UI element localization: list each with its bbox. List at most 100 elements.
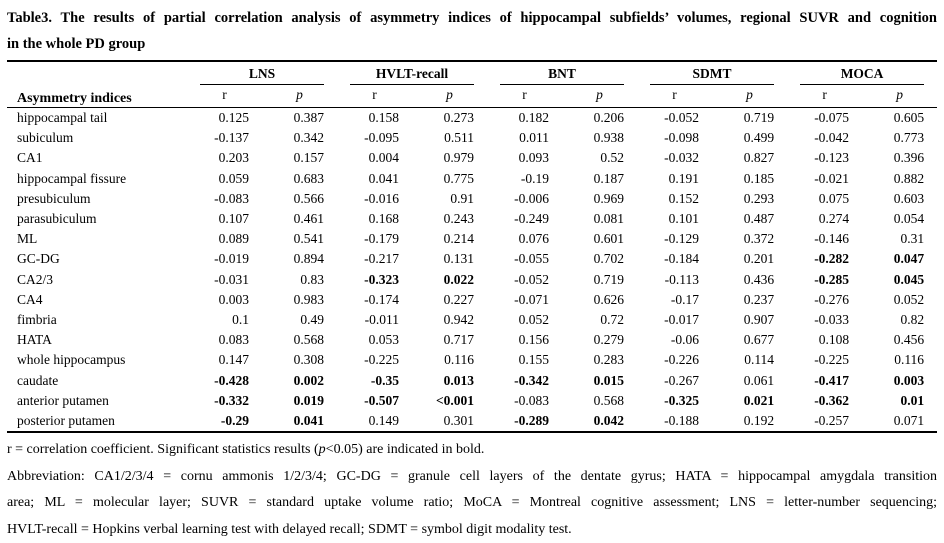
row-label: CA4	[17, 291, 43, 307]
table-row: hippocampal tail 0.125 0.387 0.158 0.273 0.18…	[7, 108, 937, 129]
cell-value: -0.095	[364, 130, 400, 146]
cell-value: -0.276	[814, 291, 850, 307]
cell-value: -0.179	[364, 231, 400, 247]
row-label: HATA	[17, 332, 52, 348]
cell-value: -0.323	[364, 271, 400, 287]
cell-value: -0.083	[214, 190, 249, 206]
column-header-asymmetry-indices: Asymmetry indices	[7, 61, 187, 108]
cell-value: 0.677	[743, 332, 775, 348]
row-label: subiculum	[17, 130, 74, 146]
cell-value: -0.507	[364, 392, 400, 408]
cell-value: -0.06	[670, 332, 700, 348]
cell-value: -0.249	[514, 211, 550, 227]
cell-value: 0.089	[218, 231, 249, 247]
cell-value: 0.237	[743, 291, 775, 307]
group-header-lns: LNS	[187, 61, 337, 85]
row-label: CA2/3	[17, 271, 54, 287]
cell-value: 0.83	[300, 271, 325, 287]
cell-value: 0.191	[668, 170, 700, 186]
cell-value: -0.146	[814, 231, 850, 247]
table-row: GC-DG -0.019 0.894 -0.217 0.131 -0.055 0.702 -0…	[7, 249, 937, 269]
table-row: anterior putamen -0.332 0.019 -0.507 <0.001 -…	[7, 391, 937, 411]
cell-value: 0.49	[300, 312, 325, 328]
cell-value: 0.013	[443, 372, 475, 388]
cell-value: -0.174	[364, 291, 400, 307]
cell-value: -0.17	[670, 291, 700, 307]
table-row: CA4 0.003 0.983 -0.174 0.227 -0.071 0.626 -0.17…	[7, 290, 937, 310]
cell-value: -0.098	[664, 130, 700, 146]
cell-value: 0.882	[893, 170, 925, 186]
cell-value: 0.158	[368, 110, 400, 125]
group-header-sdmt: SDMT	[637, 61, 787, 85]
cell-value: 0.093	[518, 150, 550, 166]
table-row: HATA 0.083 0.568 0.053 0.717 0.156 0.279 -0.06 0…	[7, 330, 937, 350]
cell-value: -0.052	[664, 110, 700, 125]
cell-value: 0.372	[743, 231, 775, 247]
cell-value: -0.35	[370, 372, 400, 388]
subheader-p-hvlt: p	[412, 85, 488, 108]
cell-value: 0.054	[893, 211, 925, 227]
cell-value: -0.19	[520, 170, 550, 186]
cell-value: 0.942	[443, 312, 475, 328]
cell-value: -0.184	[664, 251, 700, 267]
cell-value: 0.1	[232, 312, 249, 328]
cell-value: -0.282	[814, 251, 850, 267]
cell-value: 0.568	[593, 392, 625, 408]
cell-value: -0.083	[514, 392, 550, 408]
cell-value: 0.116	[894, 352, 925, 368]
cell-value: 0.461	[293, 211, 325, 227]
cell-value: 0.396	[893, 150, 925, 166]
cell-value: 0.061	[743, 372, 775, 388]
row-label: anterior putamen	[17, 392, 109, 408]
row-label: CA1	[17, 150, 43, 166]
cell-value: -0.226	[664, 352, 700, 368]
table-body: hippocampal tail 0.125 0.387 0.158 0.273 0.18…	[7, 108, 937, 433]
cell-value: 0.91	[450, 190, 475, 206]
table-row: fimbria 0.1 0.49 -0.011 0.942 0.052 0.72 -0.017…	[7, 310, 937, 330]
cell-value: 0.283	[593, 352, 625, 368]
cell-value: 0.601	[593, 231, 625, 247]
cell-value: <0.001	[435, 392, 475, 408]
table-row: caudate -0.428 0.002 -0.35 0.013 -0.342 0.015 -…	[7, 371, 937, 391]
cell-value: 0.717	[443, 332, 475, 348]
table-row: subiculum -0.137 0.342 -0.095 0.511 0.011 0.93…	[7, 128, 937, 148]
row-label: hippocampal fissure	[17, 170, 127, 186]
cell-value: 0.387	[293, 110, 325, 125]
subheader-row: r p r p r p r p r p	[7, 85, 938, 108]
cell-value: 0.116	[444, 352, 475, 368]
cell-value: 0.301	[443, 413, 475, 429]
cell-value: -0.188	[664, 413, 700, 429]
table-row: parasubiculum 0.107 0.461 0.168 0.243 -0.249 0…	[7, 209, 937, 229]
cell-value: 0.979	[443, 150, 475, 166]
subheader-p-sdmt: p	[712, 85, 788, 108]
cell-value: 0.206	[593, 110, 625, 125]
cell-value: 0.243	[443, 211, 475, 227]
cell-value: -0.071	[514, 291, 550, 307]
group-header-bnt: BNT	[487, 61, 637, 85]
cell-value: 0.436	[743, 271, 775, 287]
footnote-abbreviation-line1: Abbreviation: CA1/2/3/4 = cornu ammonis …	[7, 468, 937, 484]
cell-value: -0.29	[220, 413, 249, 429]
subheader-r-moca: r	[787, 85, 863, 108]
cell-value: 0.719	[593, 271, 625, 287]
cell-value: 0.083	[218, 332, 249, 348]
cell-value: 0.541	[293, 231, 325, 247]
table-row: CA2/3 -0.031 0.83 -0.323 0.022 -0.052 0.719 -0.…	[7, 270, 937, 290]
cell-value: 0.702	[593, 251, 625, 267]
group-header-moca: MOCA	[787, 61, 937, 85]
subheader-p-moca: p	[862, 85, 938, 108]
cell-value: 0.279	[593, 332, 625, 348]
row-label: parasubiculum	[17, 211, 97, 227]
cell-value: 0.075	[818, 190, 850, 206]
cell-value: 0.021	[743, 392, 775, 408]
cell-value: 0.827	[743, 150, 775, 166]
cell-value: 0.719	[743, 110, 775, 125]
cell-value: 0.101	[668, 211, 700, 227]
cell-value: 0.052	[518, 312, 550, 328]
row-label: posterior putamen	[17, 413, 115, 429]
cell-value: -0.129	[664, 231, 700, 247]
cell-value: 0.456	[893, 332, 925, 348]
cell-value: 0.125	[218, 110, 249, 125]
cell-value: 0.182	[518, 110, 550, 125]
